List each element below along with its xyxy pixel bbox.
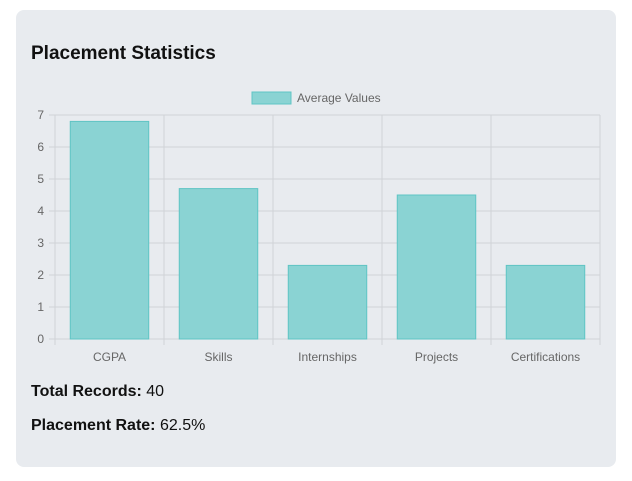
x-axis-ticks: CGPA Skills Internships Projects Certificati… xyxy=(93,350,580,364)
x-tick-label: Internships xyxy=(298,350,357,364)
bar-skills[interactable] xyxy=(178,188,259,340)
panel-title: Placement Statistics xyxy=(31,43,216,64)
y-tick-label: 1 xyxy=(37,300,44,314)
bar-projects[interactable] xyxy=(396,194,477,340)
bar-chart: Average Values 0 1 2 3 4 5 6 7 CGPA Skills Intern… xyxy=(37,91,601,364)
y-tick-label: 6 xyxy=(37,140,44,154)
y-tick-label: 2 xyxy=(37,268,44,282)
bar-cgpa[interactable] xyxy=(69,120,150,340)
x-tick-label: Certifications xyxy=(511,350,580,364)
y-tick-label: 3 xyxy=(37,236,44,250)
bar-certifications[interactable] xyxy=(505,264,586,340)
y-tick-label: 4 xyxy=(37,204,44,218)
x-tick-label: CGPA xyxy=(93,350,126,364)
bar-internships[interactable] xyxy=(287,264,368,340)
legend-label: Average Values xyxy=(297,91,381,105)
placement-rate: Placement Rate: 62.5% xyxy=(31,416,205,436)
x-tick-label: Skills xyxy=(204,350,232,364)
placement-rate-label: Placement Rate: xyxy=(31,417,156,434)
y-tick-label: 5 xyxy=(37,172,44,186)
y-tick-label: 0 xyxy=(37,332,44,346)
y-axis-ticks: 0 1 2 3 4 5 6 7 xyxy=(37,108,44,346)
total-records: Total Records: 40 xyxy=(31,382,164,402)
x-tick-label: Projects xyxy=(415,350,458,364)
placement-rate-value: 62.5% xyxy=(159,417,206,434)
bars xyxy=(69,120,586,340)
total-records-label: Total Records: xyxy=(31,383,142,400)
total-records-value: 40 xyxy=(146,383,165,400)
legend[interactable]: Average Values xyxy=(251,91,381,105)
legend-swatch xyxy=(251,91,292,105)
y-tick-label: 7 xyxy=(37,108,44,122)
statistics-card: Placement Statistics Average Values 0 1 2 3… xyxy=(16,10,616,467)
